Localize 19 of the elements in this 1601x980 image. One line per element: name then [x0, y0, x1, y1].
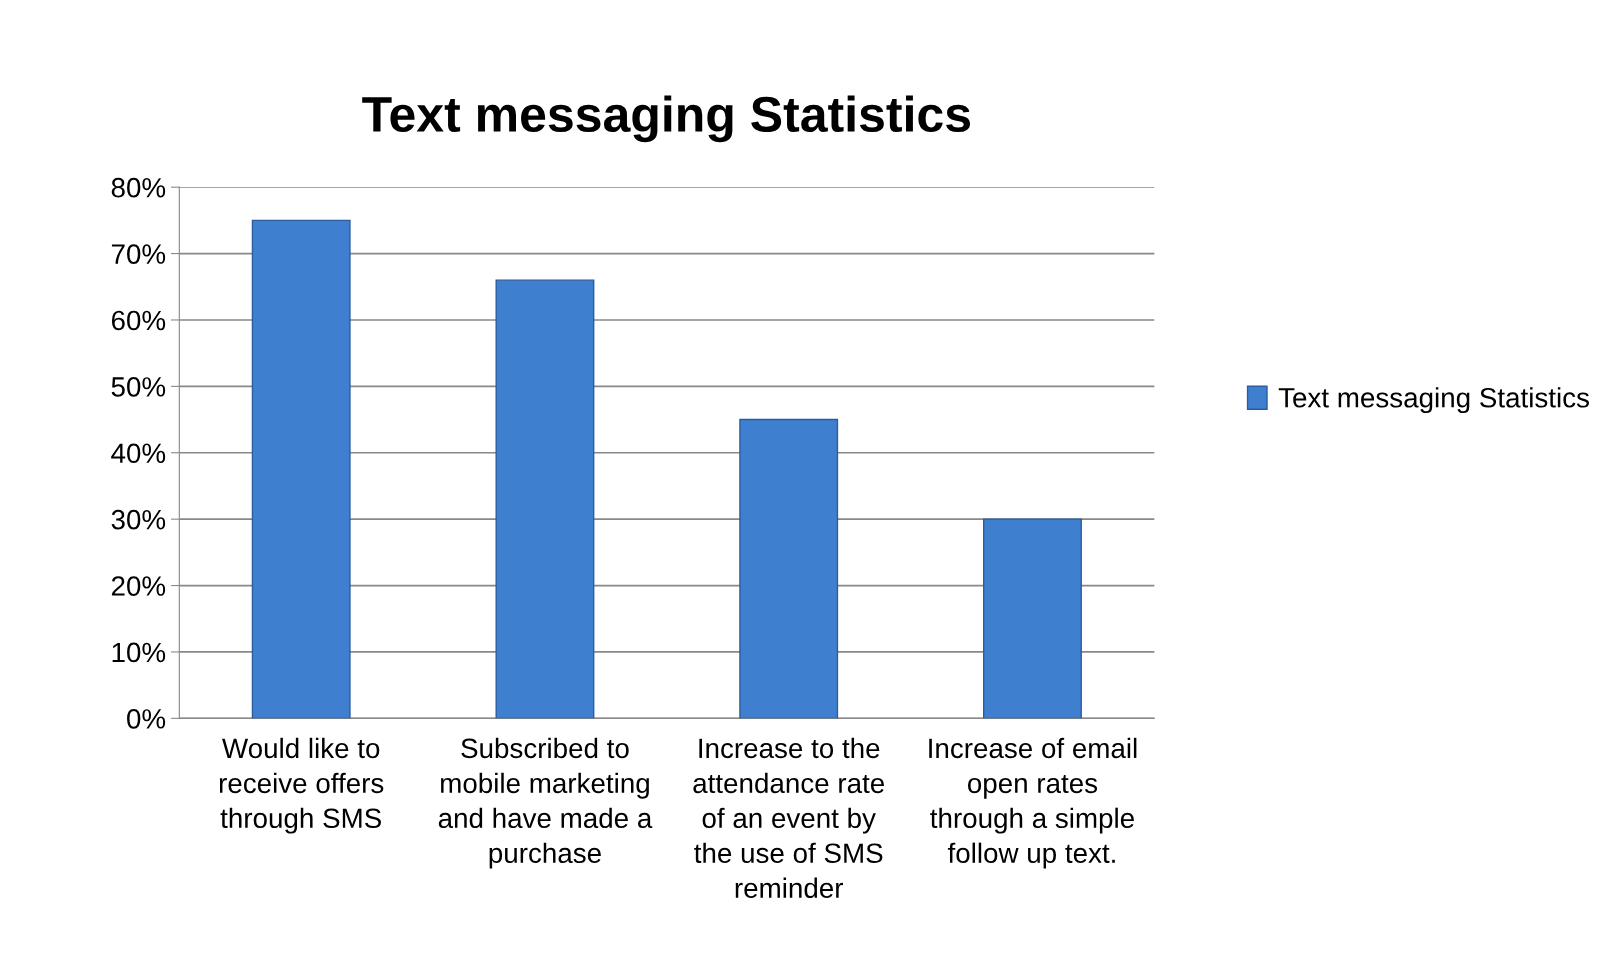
y-tick-label: 60%: [111, 310, 166, 331]
bar: [251, 219, 351, 719]
x-tick-label: Would like to receive offers through SMS: [219, 737, 384, 834]
bar: [495, 279, 595, 719]
y-tick-label: 10%: [112, 642, 166, 663]
x-tick-label: Increase of email open rates through a simple follow up text.: [929, 737, 1137, 869]
x-tick-label: Increase to the attendance rate of an event by the use of SMS reminder: [693, 737, 884, 898]
y-tick-label: 40%: [111, 443, 166, 464]
legend-label: Text messaging Statistics: [1278, 387, 1589, 414]
y-tick-label: 50%: [111, 377, 166, 397]
y-tick-label: 30%: [111, 509, 166, 530]
y-tick-label: 80%: [111, 177, 166, 198]
bar: [739, 418, 839, 719]
x-tick-label: Subscribed to mobile marketing and have made a purchase: [438, 737, 653, 869]
chart-title: Text messaging Statistics: [362, 95, 970, 143]
y-tick-label: 0%: [127, 709, 166, 729]
bar: [982, 518, 1082, 719]
y-tick-label: 20%: [111, 576, 166, 596]
y-tick-label: 70%: [111, 244, 166, 264]
